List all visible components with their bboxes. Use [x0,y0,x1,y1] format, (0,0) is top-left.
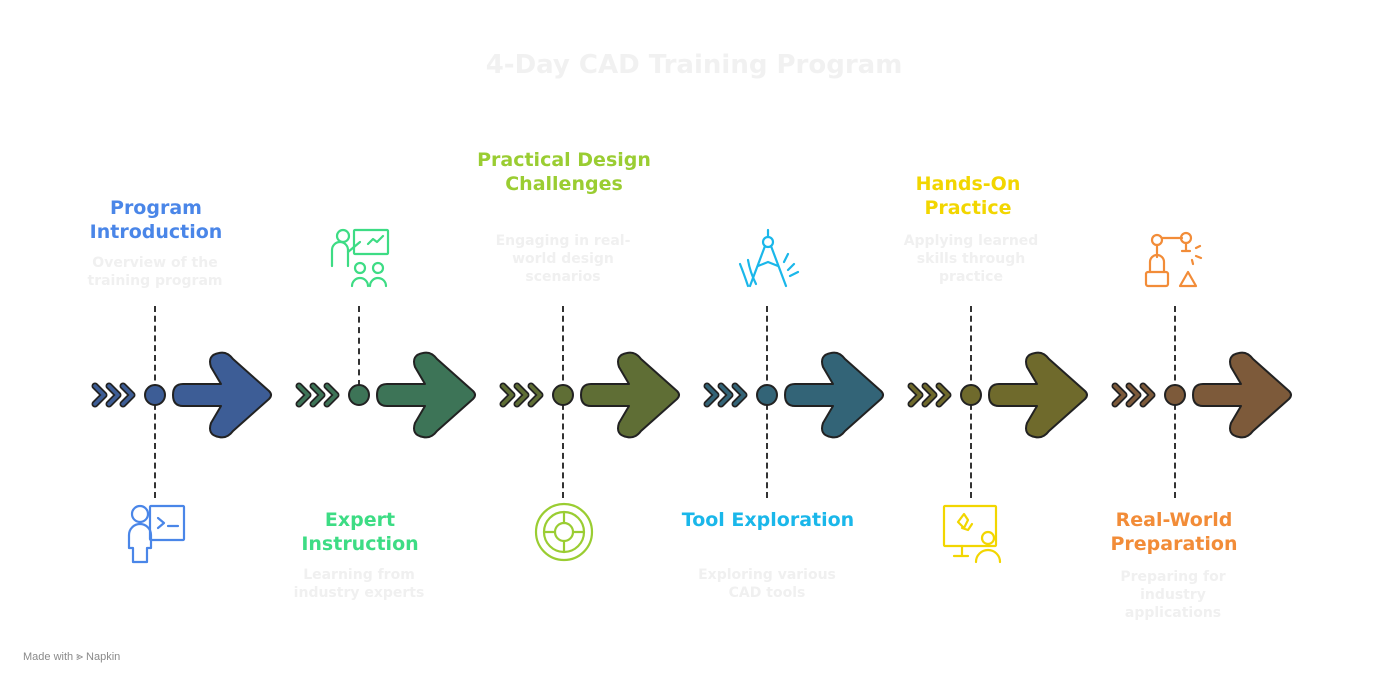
step-2-connector [358,306,360,386]
step-2-arrow [376,351,476,439]
chevron-fill-icon [93,384,106,406]
step-3-arrow [580,351,680,439]
made-with-footer: Made with ⪢ Napkin [23,649,120,664]
step-4-arrow-group [703,351,884,439]
chevron-fill-icon [515,384,528,406]
step-5-heading: Hands-On Practice [915,173,1021,219]
step-node [960,384,982,406]
step-2-description: Learning from industry experts [293,567,425,601]
napkin-logo-icon: ⪢ [76,649,83,663]
timeline-arrow-row [0,340,1388,450]
step-1-arrow [172,351,272,439]
diagram-title: 4-Day CAD Training Program [485,50,903,80]
step-1-heading: Program Introduction [89,197,223,243]
chevron-fill-icon [1127,384,1140,406]
chevron-fill-icon [705,384,718,406]
robot-arm-icon [1142,226,1206,290]
step-5-arrow-group [907,351,1088,439]
presenter-screen-icon [124,502,188,566]
step-node [1164,384,1186,406]
chevron-fill-icon [121,384,134,406]
chevron-fill-icon [719,384,732,406]
compass-tool-icon [736,226,800,290]
chevron-fill-icon [311,384,324,406]
teacher-group-icon [328,226,392,290]
step-3-arrow-group [499,351,680,439]
chevron-fill-icon [1113,384,1126,406]
chevron-fill-icon [297,384,310,406]
chevron-fill-icon [501,384,514,406]
step-node [348,384,370,406]
chevron-fill-icon [107,384,120,406]
chevron-fill-icon [325,384,338,406]
chevron-fill-icon [923,384,936,406]
step-2-arrow-group [295,351,476,439]
chevron-fill-icon [733,384,746,406]
step-6-arrow [1192,351,1292,439]
step-node [144,384,166,406]
step-6-heading: Real-World Preparation [1110,509,1238,555]
step-5-description: Applying learned skills through practice [903,233,1039,285]
step-3-heading: Practical Design Challenges [477,149,651,195]
step-4-description: Exploring various CAD tools [698,567,836,601]
chevron-fill-icon [529,384,542,406]
step-node [552,384,574,406]
step-6-description: Preparing for industry applications [1120,569,1226,621]
step-1-arrow-group [91,351,272,439]
chevron-fill-icon [909,384,922,406]
chevron-fill-icon [937,384,950,406]
step-2-heading: Expert Instruction [301,509,419,555]
step-5-arrow [988,351,1088,439]
made-with-label: Made with [23,651,74,663]
step-3-description: Engaging in real-world design scenarios [495,233,631,285]
timeline-arrows [91,351,1292,439]
whiteboard-person-icon [940,502,1004,566]
napkin-brand-label: Napkin [86,651,121,663]
step-1-description: Overview of the training program [87,255,223,289]
target-icon [532,500,596,564]
step-6-arrow-group [1111,351,1292,439]
step-4-heading: Tool Exploration [681,509,855,531]
step-node [756,384,778,406]
step-4-arrow [784,351,884,439]
chevron-fill-icon [1141,384,1154,406]
